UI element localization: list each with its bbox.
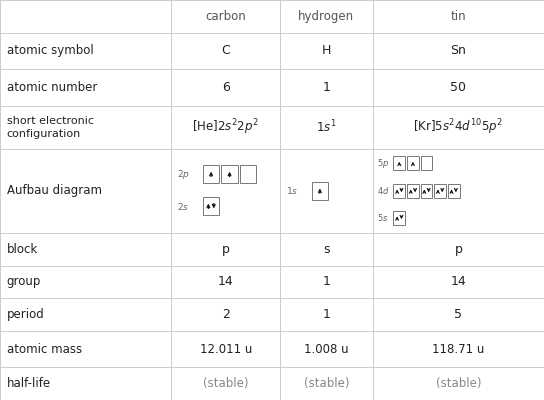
Text: short electronic
configuration: short electronic configuration: [7, 116, 94, 139]
Bar: [393, 184, 405, 198]
Bar: [240, 165, 256, 183]
Text: $2p$: $2p$: [177, 168, 190, 180]
Text: atomic symbol: atomic symbol: [7, 44, 93, 58]
Text: (stable): (stable): [436, 377, 481, 390]
Text: s: s: [323, 243, 330, 256]
Bar: [434, 184, 446, 198]
Text: Sn: Sn: [450, 44, 466, 58]
Text: 2: 2: [222, 308, 230, 321]
Text: 12.011 u: 12.011 u: [200, 342, 252, 356]
Text: group: group: [7, 275, 41, 288]
Bar: [421, 184, 432, 198]
Text: $1s$: $1s$: [286, 185, 298, 196]
Text: $4d$: $4d$: [377, 185, 390, 196]
Text: tin: tin: [450, 10, 466, 23]
Text: (stable): (stable): [304, 377, 349, 390]
Text: p: p: [222, 243, 230, 256]
Text: Aufbau diagram: Aufbau diagram: [7, 184, 102, 197]
Text: H: H: [322, 44, 331, 58]
Text: 1: 1: [323, 275, 330, 288]
Text: (stable): (stable): [203, 377, 249, 390]
Text: $2s$: $2s$: [177, 200, 189, 212]
Text: 1: 1: [323, 308, 330, 321]
Text: atomic mass: atomic mass: [7, 342, 82, 356]
Bar: [203, 197, 219, 215]
Text: 14: 14: [450, 275, 466, 288]
Text: 118.71 u: 118.71 u: [432, 342, 485, 356]
Text: p: p: [454, 243, 462, 256]
Text: $[\mathrm{He}]2s^22p^2$: $[\mathrm{He}]2s^22p^2$: [192, 118, 259, 137]
Text: atomic number: atomic number: [7, 81, 97, 94]
Bar: [421, 156, 432, 170]
Text: 5: 5: [454, 308, 462, 321]
Bar: [393, 210, 405, 225]
Bar: [393, 156, 405, 170]
Text: block: block: [7, 243, 38, 256]
Text: 6: 6: [222, 81, 230, 94]
Text: $5s$: $5s$: [377, 212, 388, 223]
Text: 1.008 u: 1.008 u: [304, 342, 349, 356]
Text: $5p$: $5p$: [377, 157, 390, 170]
Bar: [407, 184, 419, 198]
Text: half-life: half-life: [7, 377, 51, 390]
Text: hydrogen: hydrogen: [298, 10, 355, 23]
Bar: [407, 156, 419, 170]
Bar: [448, 184, 460, 198]
Text: 1: 1: [323, 81, 330, 94]
Bar: [203, 165, 219, 183]
Bar: [221, 165, 238, 183]
Text: $[\mathrm{Kr}]5s^24d^{10}5p^2$: $[\mathrm{Kr}]5s^24d^{10}5p^2$: [413, 118, 503, 137]
Text: 14: 14: [218, 275, 233, 288]
Text: C: C: [221, 44, 230, 58]
Text: carbon: carbon: [206, 10, 246, 23]
Text: period: period: [7, 308, 44, 321]
Bar: [312, 182, 328, 200]
Text: 50: 50: [450, 81, 466, 94]
Text: $1s^1$: $1s^1$: [316, 119, 337, 136]
